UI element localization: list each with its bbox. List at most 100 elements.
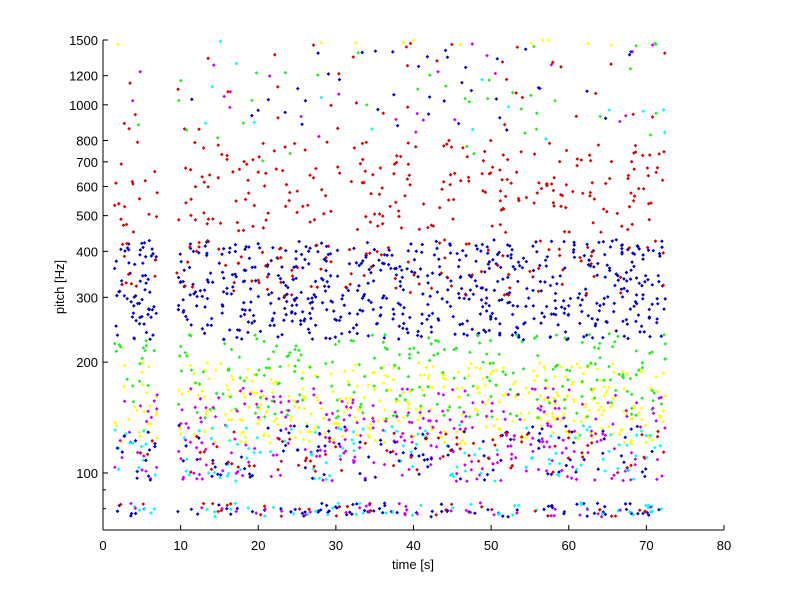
- data-point-magenta: [399, 435, 403, 439]
- data-point-red: [566, 456, 571, 460]
- data-point-cyan: [313, 509, 318, 514]
- data-point-magenta: [323, 435, 328, 440]
- data-point-red: [211, 217, 215, 221]
- data-point-blue: [324, 268, 328, 273]
- data-point-blue: [412, 257, 417, 262]
- data-point-yellow: [535, 374, 540, 378]
- data-point-blue: [623, 435, 628, 440]
- data-point-yellow: [519, 411, 523, 416]
- data-point-magenta: [343, 437, 347, 442]
- data-point-red: [448, 182, 452, 187]
- data-point-magenta: [569, 476, 574, 480]
- data-point-blue: [141, 245, 145, 250]
- data-point-blue: [429, 457, 434, 461]
- data-point-yellow: [561, 412, 566, 416]
- data-point-green: [598, 355, 602, 360]
- data-point-cyan: [141, 458, 146, 463]
- data-point-magenta: [418, 426, 422, 430]
- data-point-blue: [131, 304, 136, 308]
- data-point-blue: [538, 279, 543, 284]
- data-point-red: [297, 507, 302, 511]
- data-point-blue: [561, 299, 566, 303]
- data-point-red: [275, 85, 280, 89]
- data-point-blue: [574, 470, 578, 474]
- data-point-cyan: [233, 501, 238, 506]
- data-point-red: [449, 284, 454, 288]
- data-point-red: [444, 507, 448, 512]
- data-point-red: [567, 230, 572, 234]
- data-point-red: [662, 149, 666, 154]
- data-point-magenta: [593, 417, 598, 421]
- data-point-red: [279, 246, 283, 250]
- data-point-magenta: [469, 459, 474, 464]
- data-point-red: [406, 141, 411, 145]
- data-point-magenta: [452, 117, 457, 122]
- data-point-cyan: [255, 435, 260, 440]
- data-point-green: [397, 352, 402, 357]
- data-point-yellow: [565, 393, 569, 398]
- data-point-red: [650, 115, 655, 119]
- data-point-blue: [357, 283, 361, 288]
- data-point-green: [535, 334, 539, 339]
- data-point-red: [480, 171, 484, 176]
- data-point-red: [490, 224, 494, 228]
- data-point-green: [551, 367, 555, 372]
- data-point-blue: [247, 308, 252, 312]
- data-point-red: [483, 190, 488, 195]
- data-point-blue: [312, 292, 316, 297]
- data-point-blue: [429, 514, 433, 519]
- data-point-red: [348, 282, 352, 287]
- data-point-red: [408, 290, 413, 295]
- data-point-yellow: [661, 419, 665, 424]
- data-point-red: [307, 507, 311, 512]
- data-point-green: [144, 338, 149, 343]
- data-point-blue: [304, 244, 308, 249]
- data-point-red: [137, 197, 142, 201]
- data-point-blue: [453, 332, 457, 337]
- data-point-green: [407, 352, 412, 357]
- data-point-magenta: [332, 440, 336, 445]
- data-point-magenta: [634, 400, 639, 405]
- data-point-magenta: [572, 449, 577, 454]
- data-point-green: [471, 384, 475, 389]
- data-point-red: [464, 293, 468, 297]
- data-point-red: [528, 269, 532, 274]
- data-point-yellow: [381, 417, 386, 421]
- data-point-blue: [122, 434, 127, 438]
- data-point-red: [519, 440, 524, 444]
- data-point-blue: [299, 290, 304, 295]
- data-point-blue: [632, 304, 636, 309]
- data-point-magenta: [518, 417, 522, 422]
- data-point-magenta: [263, 507, 268, 511]
- data-point-yellow: [243, 440, 247, 444]
- data-point-red: [397, 214, 401, 219]
- data-point-yellow: [595, 401, 600, 406]
- data-point-yellow: [315, 398, 320, 403]
- data-point-red: [225, 157, 229, 162]
- data-point-blue: [524, 259, 529, 264]
- data-point-blue: [310, 296, 314, 300]
- data-point-red: [279, 280, 283, 285]
- data-point-blue: [220, 252, 224, 257]
- data-point-blue: [585, 242, 589, 247]
- data-point-red: [272, 52, 277, 57]
- data-point-yellow: [355, 384, 360, 388]
- data-point-blue: [246, 320, 251, 324]
- data-point-red: [436, 436, 441, 440]
- data-point-green: [651, 398, 655, 403]
- data-point-red: [662, 51, 667, 56]
- data-point-cyan: [390, 510, 395, 514]
- data-point-magenta: [536, 467, 541, 472]
- data-point-green: [283, 70, 288, 75]
- data-point-blue: [474, 243, 478, 248]
- data-point-blue: [313, 323, 318, 328]
- data-point-red: [319, 187, 324, 192]
- data-point-magenta: [462, 410, 466, 415]
- data-point-blue: [434, 239, 439, 244]
- data-point-red: [525, 432, 530, 437]
- data-point-blue: [363, 478, 368, 482]
- data-point-red: [250, 279, 254, 283]
- data-point-blue: [125, 246, 130, 250]
- data-point-red: [580, 450, 584, 455]
- data-point-green: [299, 353, 303, 357]
